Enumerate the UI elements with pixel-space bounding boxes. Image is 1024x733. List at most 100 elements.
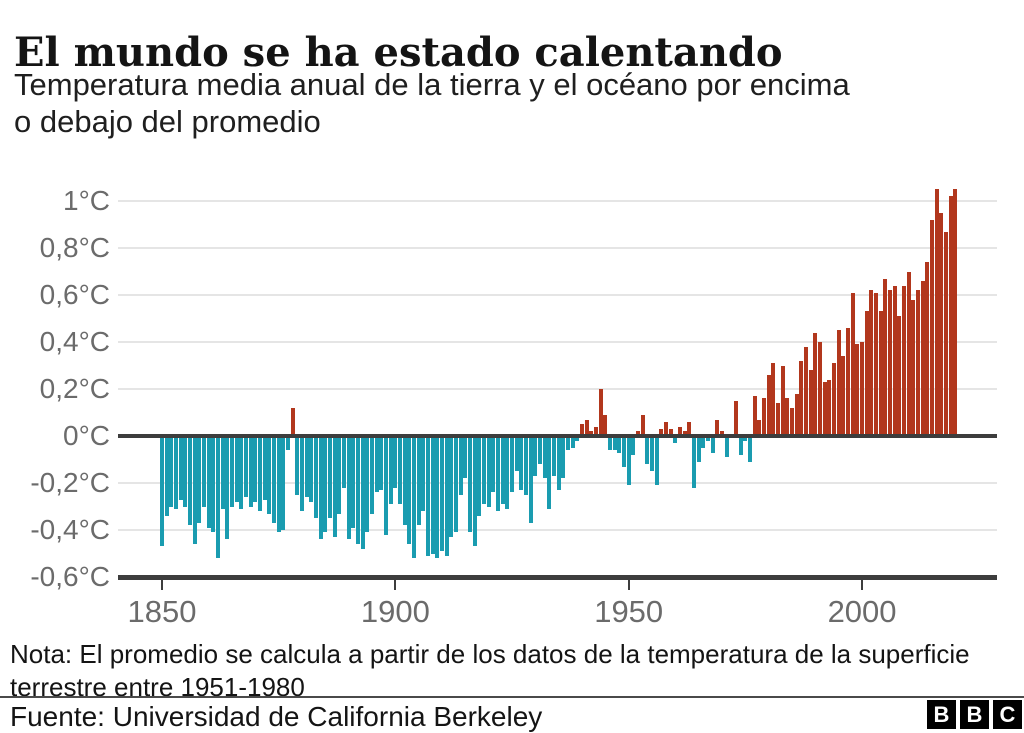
- bar-1953: [640, 414, 645, 436]
- bar-1867: [239, 436, 244, 509]
- bbc-logo: B B C: [927, 700, 1022, 729]
- x-axis-tick: [161, 579, 163, 590]
- y-axis-tick-label: -0,6°C: [30, 561, 110, 592]
- bar-1928: [524, 436, 528, 495]
- bar-1901: [398, 436, 402, 505]
- bar-1863: [220, 436, 225, 509]
- gridline: [118, 247, 997, 249]
- bar-1923: [500, 436, 505, 505]
- bar-1982: [776, 403, 780, 436]
- bar-1855: [183, 436, 188, 507]
- bar-1856: [188, 436, 192, 526]
- bar-2016: [934, 189, 939, 437]
- bar-1929: [528, 436, 533, 523]
- x-axis-line: [118, 575, 997, 580]
- bar-1852: [169, 436, 174, 507]
- bbc-logo-letter-c: C: [993, 700, 1022, 729]
- bar-1916: [468, 436, 472, 533]
- bar-1997: [846, 327, 850, 436]
- bar-2019: [948, 196, 953, 436]
- bar-2015: [930, 219, 934, 436]
- bar-1891: [351, 436, 356, 528]
- bar-1989: [808, 370, 813, 436]
- bar-2007: [892, 285, 897, 436]
- bar-1938: [570, 436, 575, 448]
- bar-1865: [230, 436, 234, 507]
- bar-1889: [342, 436, 346, 488]
- bar-1961: [678, 426, 682, 436]
- bar-1890: [346, 436, 351, 540]
- gridline: [118, 200, 997, 202]
- bar-1920: [486, 436, 491, 507]
- bar-2014: [925, 262, 930, 436]
- bar-1942: [589, 431, 594, 436]
- bar-1908: [430, 436, 435, 554]
- page-title: El mundo se ha estado calentando: [14, 28, 783, 76]
- x-axis-tick: [861, 579, 864, 590]
- chart-footnote-line-1: Nota: El promedio se calcula a partir de…: [10, 639, 970, 669]
- bar-1895: [370, 436, 374, 514]
- bar-1944: [598, 389, 603, 436]
- bar-1880: [300, 436, 304, 512]
- bar-1851: [164, 436, 169, 516]
- bar-2001: [864, 311, 869, 436]
- bar-1976: [748, 436, 752, 462]
- bar-1980: [766, 374, 771, 436]
- y-axis-tick-label: 0°C: [63, 420, 110, 451]
- bar-1940: [580, 424, 584, 437]
- bar-1888: [337, 436, 342, 514]
- gridline: [118, 388, 997, 390]
- bar-1893: [360, 436, 365, 549]
- x-axis-tick-label: 1850: [127, 594, 197, 629]
- bar-1952: [636, 431, 640, 436]
- bar-1885: [323, 436, 328, 533]
- bar-1881: [304, 436, 309, 498]
- bar-1897: [379, 436, 384, 491]
- bar-1873: [267, 436, 272, 514]
- bar-1864: [225, 436, 230, 540]
- bar-1941: [584, 419, 589, 437]
- bar-2004: [878, 311, 883, 436]
- bar-1991: [818, 342, 822, 436]
- bar-2012: [916, 290, 920, 436]
- bar-1936: [561, 436, 566, 479]
- bar-1986: [794, 393, 799, 436]
- source-attribution: Fuente: Universidad de California Berkel…: [10, 701, 543, 732]
- bar-1927: [519, 436, 524, 491]
- bar-1984: [785, 398, 790, 436]
- bar-1898: [384, 436, 388, 535]
- bar-1883: [314, 436, 318, 519]
- bar-1875: [276, 436, 281, 533]
- bar-1967: [706, 436, 710, 441]
- bar-1957: [659, 428, 664, 436]
- x-axis-tick: [627, 579, 630, 590]
- bar-1970: [720, 431, 724, 436]
- bar-1872: [262, 436, 267, 500]
- bar-1996: [841, 356, 846, 436]
- bar-1869: [248, 436, 253, 507]
- bar-1925: [510, 436, 514, 493]
- y-axis-tick-label: -0,4°C: [30, 514, 110, 545]
- bar-1943: [594, 426, 598, 436]
- bar-2000: [860, 342, 864, 436]
- bar-1998: [850, 292, 855, 436]
- bar-1917: [472, 436, 477, 547]
- bar-1956: [654, 436, 659, 486]
- x-axis-tick-label: 1900: [360, 594, 430, 629]
- bar-1995: [836, 330, 841, 437]
- bar-1858: [197, 436, 202, 523]
- bar-1992: [822, 381, 827, 436]
- bar-1969: [715, 419, 720, 437]
- bar-1955: [650, 436, 654, 472]
- bar-1868: [244, 436, 248, 498]
- bar-1909: [435, 436, 440, 559]
- bar-2003: [874, 292, 878, 436]
- bar-1879: [295, 436, 300, 495]
- bar-2017: [939, 212, 944, 437]
- bar-1946: [608, 436, 612, 451]
- bar-1935: [556, 436, 561, 491]
- chart-subtitle: Temperatura media anual de la tierra y e…: [14, 66, 1018, 140]
- bar-1963: [687, 421, 692, 436]
- bbc-logo-letter-b2: B: [960, 700, 989, 729]
